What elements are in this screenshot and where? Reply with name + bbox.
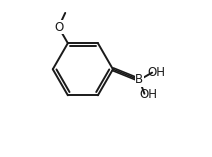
Text: B: B <box>135 73 144 87</box>
Text: OH: OH <box>139 88 158 101</box>
Text: OH: OH <box>148 66 166 79</box>
Text: O: O <box>54 21 63 34</box>
